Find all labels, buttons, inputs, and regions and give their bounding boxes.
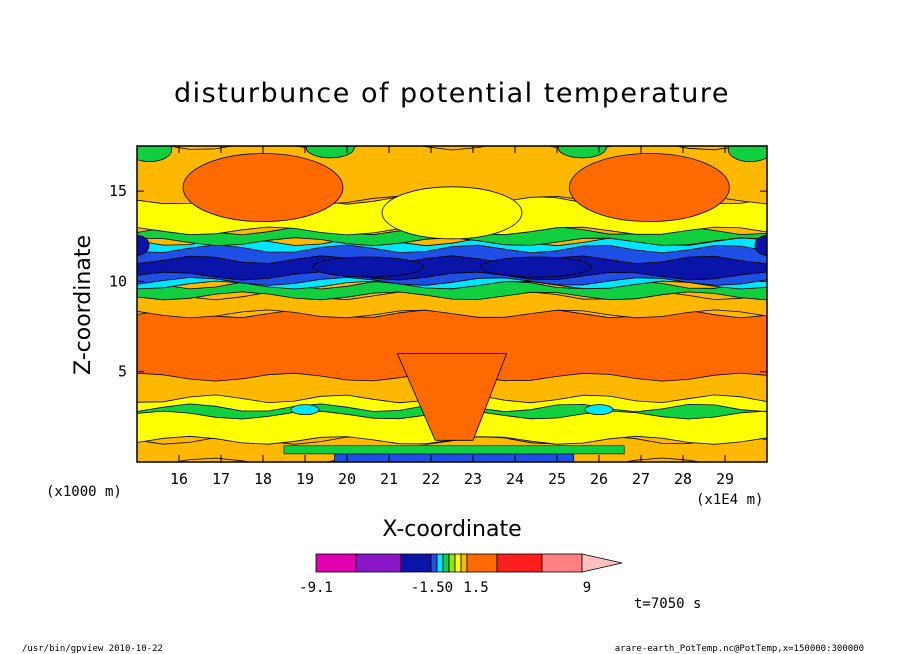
low-cyan-left: [290, 404, 320, 416]
contour-features: [137, 146, 767, 462]
dark-blue-core-right: [480, 256, 592, 278]
x-tick-label: 17: [212, 470, 230, 488]
bottom-blue-strip: [334, 453, 575, 462]
x-tick-label: 23: [464, 470, 482, 488]
x-tick-label: 26: [590, 470, 608, 488]
y-axis-label: Z-coordinate: [71, 235, 96, 375]
top-green-left-2: [305, 146, 355, 159]
colorbar-segment: [430, 553, 438, 573]
top-green-right: [727, 146, 767, 163]
colorbar-segment: [355, 553, 402, 573]
plot-area: [137, 146, 767, 462]
colorbar-labels: -9.1 -1.50 1.5 9: [299, 580, 591, 596]
colorbar-label-max: 9: [583, 580, 591, 596]
colorbar-segment: [541, 553, 583, 573]
x-tick-label: 28: [674, 470, 692, 488]
x-tick-label: 21: [380, 470, 398, 488]
colorbar-segment: [400, 553, 432, 573]
upper-lobe-right: [569, 153, 730, 222]
colorbar-segment: [448, 553, 456, 573]
colorbar-arrow: [581, 553, 623, 573]
x-tick-label: 29: [716, 470, 734, 488]
x-tick-label: 19: [296, 470, 314, 488]
x-axis-ticks: 16 17 18 19 20 21 22 23 24 25 26 27 28 29: [170, 146, 734, 488]
footer-left: /usr/bin/gpview 2010-10-22: [22, 644, 163, 654]
dark-blue-edge-right: [754, 234, 767, 256]
colorbar: [315, 553, 623, 573]
bottom-green-strip: [283, 445, 625, 455]
colorbar-segment: [436, 553, 444, 573]
colorbar-segment: [442, 553, 450, 573]
x-tick-label: 22: [422, 470, 440, 488]
chart-title: disturbunce of potential temperature: [174, 78, 730, 109]
footer-right: arare-earth_PotTemp.nc@PotTemp,x=150000:…: [615, 644, 864, 654]
y-tick-label: 10: [109, 272, 127, 290]
top-green-left: [137, 146, 172, 163]
colorbar-segment: [454, 553, 462, 573]
central-plume: [396, 353, 508, 441]
upper-lobe-left: [182, 153, 344, 222]
dark-blue-edge-left: [137, 234, 150, 256]
colorbar-label-pos: 1.5: [463, 580, 488, 596]
time-label: t=7050 s: [634, 596, 701, 612]
plot-frame: [136, 145, 768, 463]
y-tick-label: 15: [109, 182, 127, 200]
colorbar-segment: [315, 553, 357, 573]
low-cyan-right: [584, 404, 614, 416]
x-tick-label: 24: [506, 470, 524, 488]
x-unit-label: (x1E4 m): [696, 492, 763, 508]
colorbar-segment: [466, 553, 498, 573]
x-tick-label: 20: [338, 470, 356, 488]
x-tick-label: 18: [254, 470, 272, 488]
y-unit-label: (x1000 m): [46, 484, 122, 500]
colorbar-segment: [460, 553, 468, 573]
y-tick-label: 5: [118, 363, 127, 381]
top-green-right-2: [557, 146, 607, 159]
colorbar-label-neg: -1.50: [411, 580, 453, 596]
y-axis-ticks: 5 10 15: [109, 182, 767, 381]
x-tick-label: 27: [632, 470, 650, 488]
x-tick-label: 25: [548, 470, 566, 488]
colorbar-label-min: -9.1: [299, 580, 333, 596]
dark-blue-core-left: [312, 256, 424, 278]
colorbar-segment: [496, 553, 543, 573]
x-tick-label: 16: [170, 470, 188, 488]
upper-yellow-center: [381, 186, 523, 240]
x-axis-label: X-coordinate: [382, 517, 521, 542]
